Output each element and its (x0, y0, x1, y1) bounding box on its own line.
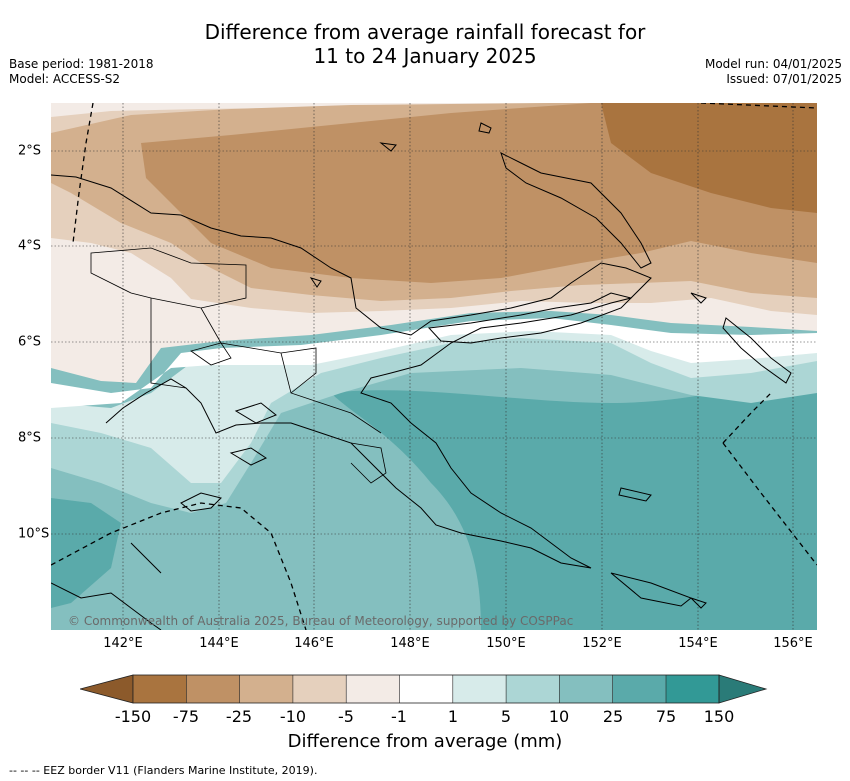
cape-york-islands (180, 447, 268, 512)
colorbar-tick: -1 (391, 707, 407, 726)
lon-tick: 150°E (486, 636, 526, 651)
lat-tick: 6°S (18, 334, 42, 350)
issued-date: Issued: 07/01/2025 (726, 72, 842, 86)
colorbar-extend-high (718, 674, 768, 704)
lon-tick: 146°E (294, 636, 334, 651)
zone-25-75-patch (421, 428, 471, 475)
australia-north (51, 542, 162, 630)
lat-tick: 4°S (18, 238, 42, 254)
eez-legend: -- -- -- EEZ border V11 (Flanders Marine… (9, 764, 318, 777)
copyright-text: © Commonwealth of Australia 2025, Bureau… (68, 614, 574, 628)
colorbar-bin (399, 675, 453, 703)
colorbar (80, 674, 768, 704)
title-line2: 11 to 24 January 2025 (313, 44, 537, 68)
colorbar-bin (452, 675, 507, 703)
gridlines (51, 103, 817, 630)
colorbar-tick: -150 (114, 707, 152, 726)
zone-neutral (51, 318, 817, 408)
colorbar-bin (292, 675, 347, 703)
lat-tick: 8°S (18, 430, 42, 446)
colorbar-title: Difference from average (mm) (287, 731, 563, 752)
lat-tick: 2°S (18, 143, 42, 159)
eez-border-south (51, 502, 307, 630)
small-islands (234, 122, 707, 424)
colorbar-tick: 5 (500, 707, 512, 726)
zone-5-10 (51, 323, 817, 513)
colorbar-tick: 1 (447, 707, 459, 726)
zone-25-75-west (51, 498, 121, 608)
colorbar-tick: 25 (602, 707, 624, 726)
lon-tick: 148°E (390, 636, 430, 651)
meta-left: Base period: 1981-2018 Model: ACCESS-S2 (9, 57, 154, 87)
colorbar-bin (506, 675, 560, 703)
new-britain (427, 292, 632, 344)
colorbar-bin (612, 675, 666, 703)
meta-right: Model run: 04/01/2025 Issued: 07/01/2025 (705, 57, 842, 87)
lon-tick: 154°E (678, 636, 718, 651)
colorbar-tick: 10 (548, 707, 570, 726)
model-name: Model: ACCESS-S2 (9, 72, 121, 86)
coastlines (51, 122, 792, 630)
lon-tick: 142°E (103, 636, 143, 651)
solomon-islands (610, 487, 707, 609)
colorbar-tick: -75 (172, 707, 200, 726)
colorbar-bin (186, 675, 240, 703)
colorbar-tick: -10 (279, 707, 307, 726)
rainfall-map (51, 103, 817, 630)
lon-tick: 144°E (199, 636, 239, 651)
colorbar-tick: -5 (338, 707, 354, 726)
colorbar-bin (666, 675, 719, 703)
colorbar-bin (239, 675, 293, 703)
colorbar-extend-low (80, 674, 134, 704)
colorbar-bin (346, 675, 400, 703)
base-period: Base period: 1981-2018 (9, 57, 154, 71)
new-ireland (500, 152, 652, 269)
colorbar-bin (559, 675, 613, 703)
model-run: Model run: 04/01/2025 (704, 57, 842, 71)
bougainville (722, 317, 792, 384)
lon-tick: 152°E (582, 636, 622, 651)
colorbar-tick: 150 (703, 707, 735, 726)
colorbar-bin (133, 675, 187, 703)
map-title: Difference from average rainfall forecas… (0, 20, 850, 68)
colorbar-tick: 75 (655, 707, 677, 726)
colorbar-frame (132, 674, 720, 704)
title-line1: Difference from average rainfall forecas… (204, 20, 646, 44)
eez-border-north-east (700, 103, 817, 109)
eez-border-south-east (722, 392, 817, 566)
provincial-borders (90, 247, 387, 484)
eez-borders (51, 103, 817, 630)
lat-tick: 10°S (18, 526, 50, 542)
new-guinea-coast (51, 174, 652, 569)
lon-tick: 156°E (773, 636, 813, 651)
eez-border-north-west (72, 103, 94, 244)
zone-minus150-minus75 (601, 103, 817, 213)
colorbar-tick: -25 (225, 707, 253, 726)
